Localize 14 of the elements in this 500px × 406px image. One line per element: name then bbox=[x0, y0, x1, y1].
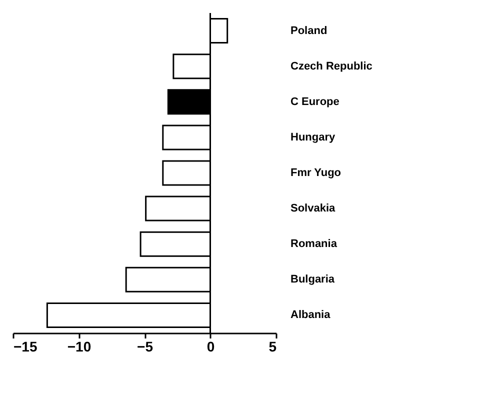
y-tick-label: Poland bbox=[290, 24, 328, 37]
x-tick-label: −5 bbox=[137, 338, 154, 354]
y-tick-label: Solvakia bbox=[290, 202, 336, 215]
y-tick-label: Albania bbox=[290, 309, 332, 322]
x-tick-label: 0 bbox=[206, 338, 215, 354]
y-tick-label: Fmr Yugo bbox=[290, 167, 342, 179]
y-tick-label: C Europe bbox=[290, 96, 340, 108]
y-tick-label: Bulgaria bbox=[290, 274, 336, 286]
x-tick-label: −15 bbox=[14, 338, 38, 354]
x-tick-label: 5 bbox=[268, 338, 277, 354]
x-tick-label: −10 bbox=[67, 338, 92, 354]
y-tick-label: Romania bbox=[290, 238, 338, 250]
y-tick-label: Czech Republic bbox=[290, 60, 372, 72]
y-tick-label: Hungary bbox=[290, 131, 336, 144]
